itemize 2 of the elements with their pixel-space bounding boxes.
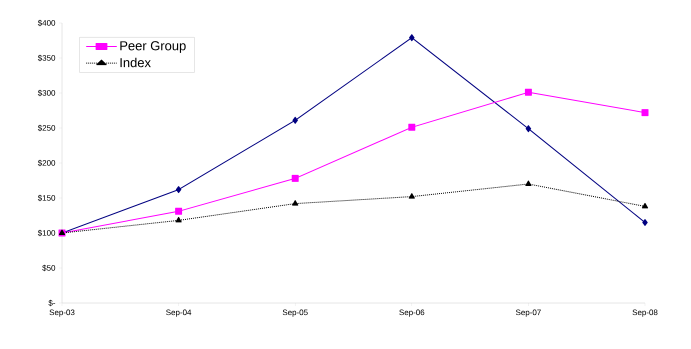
legend-label: Peer Group <box>120 41 186 53</box>
legend-label: Index <box>120 58 151 68</box>
